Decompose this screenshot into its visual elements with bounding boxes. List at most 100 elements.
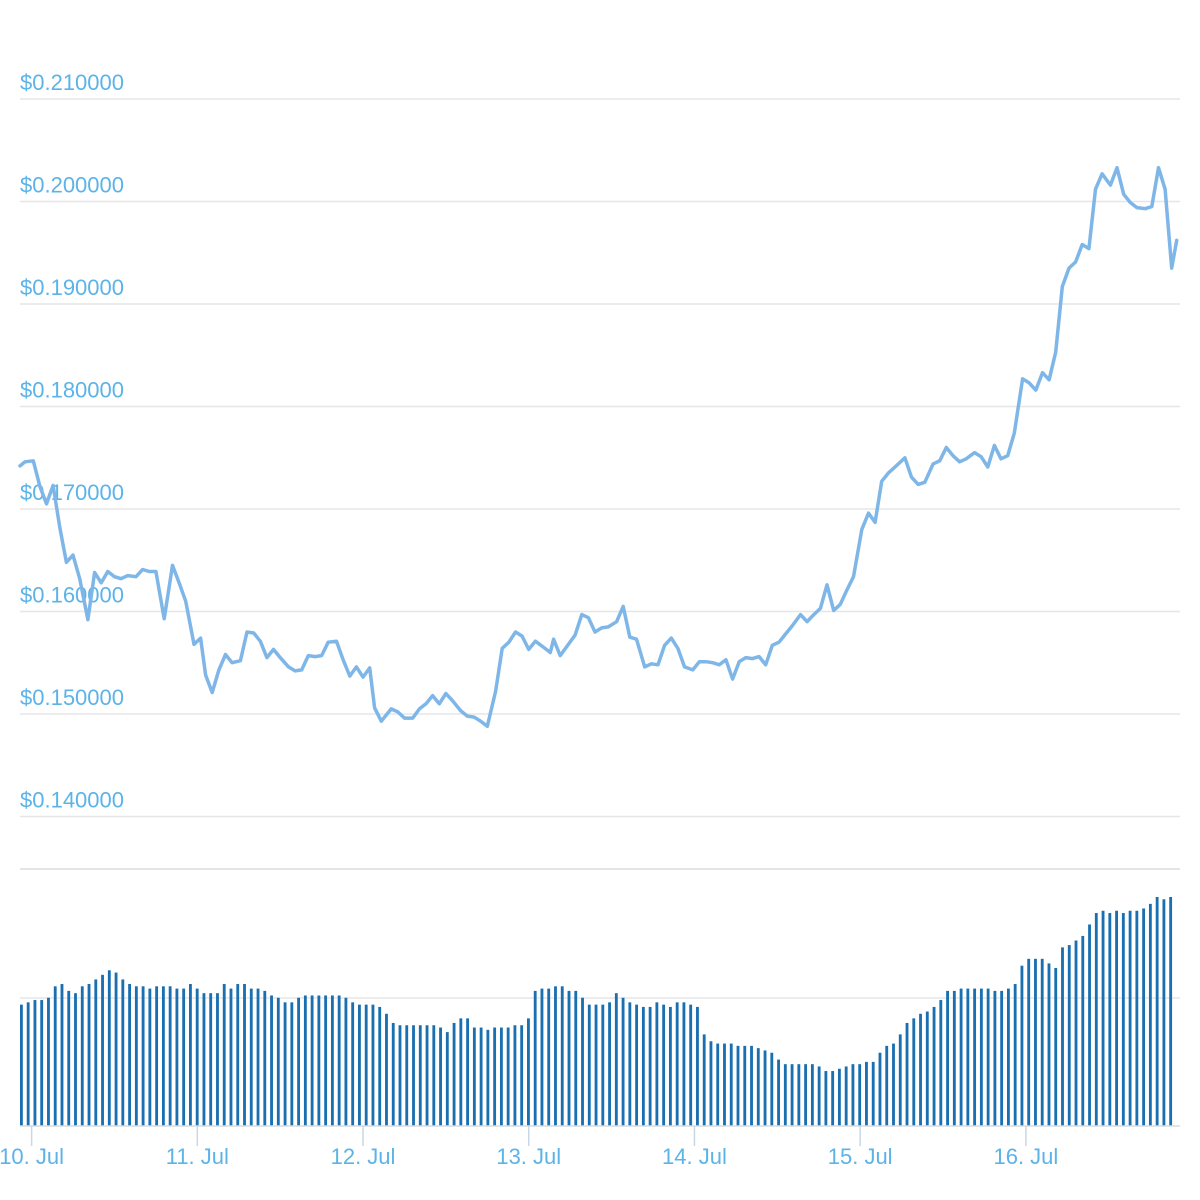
volume-bar — [229, 988, 233, 1126]
volume-bar — [520, 1025, 524, 1126]
volume-bar — [385, 1013, 388, 1126]
volume-bar — [134, 986, 138, 1126]
volume-bar — [1148, 903, 1152, 1126]
volume-bar — [1108, 913, 1112, 1126]
volume-bar — [466, 1018, 470, 1126]
volume-bar — [216, 993, 219, 1126]
volume-bar — [1074, 940, 1078, 1126]
volume-bar — [283, 1002, 287, 1126]
volume-bar — [871, 1061, 875, 1126]
volume-bar — [418, 1025, 422, 1126]
volume-bar — [614, 993, 618, 1126]
volume-bar — [128, 984, 132, 1126]
volume-bar — [817, 1066, 821, 1126]
volume-bar — [243, 984, 246, 1126]
volume-bar — [743, 1045, 747, 1126]
volume-bar — [1094, 913, 1098, 1126]
volume-bar — [452, 1022, 456, 1126]
x-tick-label: 13. Jul — [496, 1144, 561, 1169]
volume-bar — [594, 1004, 598, 1126]
volume-bar — [1155, 897, 1159, 1126]
volume-bar — [398, 1025, 402, 1126]
volume-bar — [209, 993, 213, 1126]
volume-bar — [959, 988, 963, 1126]
volume-bar — [925, 1011, 929, 1126]
volume-bar — [358, 1004, 361, 1126]
volume-bar — [175, 988, 179, 1126]
volume-bar — [493, 1027, 497, 1126]
volume-bars — [20, 897, 1173, 1126]
volume-bar — [445, 1032, 449, 1126]
volume-bar — [391, 1022, 395, 1126]
volume-bar — [662, 1004, 666, 1126]
volume-bar — [513, 1025, 517, 1126]
volume-bar — [202, 993, 206, 1126]
volume-bar — [905, 1022, 909, 1126]
volume-bar — [94, 979, 98, 1126]
volume-bar — [263, 990, 267, 1126]
volume-bar — [736, 1045, 740, 1126]
volume-bar — [912, 1018, 916, 1126]
volume-bar — [865, 1061, 868, 1126]
volume-bar — [1067, 945, 1071, 1126]
volume-bar — [601, 1004, 605, 1126]
volume-bar — [101, 974, 104, 1126]
volume-bar — [966, 988, 970, 1126]
volume-bar — [236, 984, 240, 1126]
volume-bar — [892, 1043, 895, 1126]
volume-bar — [770, 1052, 774, 1126]
volume-bar — [581, 997, 584, 1126]
price-axis-labels: $0.140000 $0.150000 $0.160000 $0.170000 $0.1… — [20, 70, 124, 813]
volume-bar — [1088, 924, 1091, 1126]
x-tick-label: 10. Jul — [0, 1144, 64, 1169]
volume-bar — [885, 1045, 889, 1126]
volume-bar — [533, 990, 537, 1126]
volume-bar — [1020, 965, 1024, 1126]
volume-bar — [499, 1027, 503, 1126]
volume-bar — [756, 1048, 760, 1126]
volume-bar — [797, 1064, 801, 1126]
volume-bar — [432, 1025, 436, 1126]
volume-bar — [837, 1068, 841, 1126]
volume-bar — [439, 1027, 442, 1126]
x-tick-label: 12. Jul — [331, 1144, 396, 1169]
volume-bar — [74, 993, 77, 1126]
volume-bar — [932, 1006, 936, 1126]
volume-bar — [824, 1071, 828, 1126]
volume-bar — [1101, 910, 1105, 1126]
volume-bar — [952, 990, 956, 1126]
y-tick-label: $0.150000 — [20, 685, 124, 710]
volume-bar — [107, 970, 111, 1126]
volume-bar — [80, 986, 84, 1126]
volume-bar — [993, 990, 997, 1126]
volume-bar — [628, 1002, 632, 1126]
volume-bar — [337, 995, 341, 1126]
volume-bar — [1061, 947, 1064, 1126]
volume-bar — [750, 1045, 753, 1126]
volume-bar — [33, 1000, 37, 1126]
volume-bar — [317, 995, 321, 1126]
volume-bar — [297, 997, 301, 1126]
volume-bar — [459, 1018, 463, 1126]
date-axis: 10. Jul 11. Jul 12. Jul 13. Jul 14. Jul 15. J… — [0, 1125, 1180, 1169]
volume-bar — [344, 997, 348, 1126]
volume-bar — [324, 995, 328, 1126]
volume-bar — [1135, 910, 1139, 1126]
volume-bar — [189, 984, 192, 1126]
volume-bar — [608, 1002, 611, 1126]
volume-bar — [696, 1006, 699, 1126]
volume-bar — [574, 990, 578, 1126]
volume-bar — [472, 1027, 476, 1126]
volume-bar — [716, 1043, 720, 1126]
y-tick-label: $0.210000 — [20, 70, 124, 95]
volume-bar — [412, 1025, 415, 1126]
volume-bar — [1047, 963, 1051, 1126]
volume-bar — [276, 997, 280, 1126]
volume-bar — [554, 986, 557, 1126]
x-tick-label: 15. Jul — [828, 1144, 893, 1169]
volume-bar — [587, 1004, 591, 1126]
volume-bar — [1027, 958, 1031, 1126]
volume-bar — [195, 988, 199, 1126]
volume-bar — [810, 1064, 814, 1126]
volume-bar — [60, 984, 64, 1126]
